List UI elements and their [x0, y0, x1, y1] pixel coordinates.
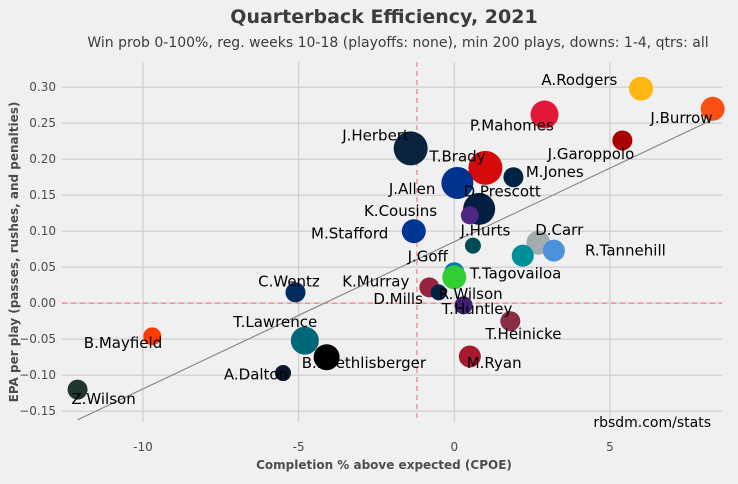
point-label: M.Ryan [467, 354, 522, 372]
point-label: R.Tannehill [585, 242, 666, 260]
data-point-k-cousins [460, 206, 479, 225]
point-label: J.Hurts [459, 222, 510, 240]
point-label: M.Jones [526, 163, 584, 181]
point-label: B.Mayfield [84, 334, 162, 352]
chart-subtitle: Win prob 0-100%, reg. weeks 10-18 (playo… [87, 35, 708, 51]
y-tick-label: 0.20 [29, 152, 56, 166]
y-tick-label: 0.10 [29, 224, 56, 238]
data-point-z-wilson [67, 379, 88, 400]
data-point-j-herbert [393, 131, 428, 166]
data-point-d-mills [454, 296, 473, 315]
chart-title: Quarterback Efficiency, 2021 [230, 6, 537, 28]
data-point-c-wentz [285, 282, 306, 303]
point-label: J.Burrow [649, 109, 712, 127]
point-label: K.Murray [342, 273, 409, 291]
data-point-t-tagovailoa [511, 244, 534, 267]
x-tick-label: -10 [133, 440, 153, 454]
data-point-r-wilson [430, 284, 447, 301]
y-tick-label: 0.05 [29, 260, 56, 274]
point-label: J.Allen [388, 180, 436, 198]
y-tick-label: 0.15 [29, 188, 56, 202]
x-axis-label: Completion % above expected (CPOE) [256, 458, 512, 472]
point-label: R.Wilson [439, 285, 503, 303]
y-tick-label: −0.05 [19, 332, 56, 346]
point-label: J.Garoppolo [547, 145, 635, 163]
point-label: A.Dalton [224, 366, 288, 384]
data-point-a-dalton [275, 365, 292, 382]
point-label: T.Huntley [441, 300, 513, 318]
point-label: T.Tagovailoa [469, 265, 562, 283]
point-label: T.Heinicke [484, 325, 561, 343]
x-tick-label: 0 [450, 440, 458, 454]
y-tick-label: −0.10 [19, 368, 56, 382]
data-point-j-hurts [464, 237, 481, 254]
data-point-a-rodgers [629, 76, 654, 101]
point-label: M.Stafford [311, 224, 388, 242]
point-label: B.Roethlisberger [302, 354, 427, 372]
credit-label: rbsdm.com/stats [593, 415, 711, 431]
data-point-m-ryan [458, 345, 481, 368]
data-point-b-mayfield [143, 327, 162, 346]
point-label: J.Goff [407, 247, 449, 265]
point-labels: A.Rodgers J.Burrow P.Mahomes J.Garoppolo J.H… [71, 71, 712, 408]
data-points [67, 76, 725, 400]
data-point-j-burrow [700, 96, 725, 121]
point-label: Z.Wilson [71, 390, 135, 408]
point-label: A.Rodgers [541, 71, 617, 89]
data-point-m-stafford [401, 219, 426, 244]
point-label: C.Wentz [258, 273, 320, 291]
point-label: J.Herbert [341, 126, 409, 144]
data-point-m-jones [503, 167, 524, 188]
data-point-j-allen [441, 166, 474, 199]
point-label: D.Carr [535, 221, 584, 239]
point-label: K.Cousins [364, 202, 437, 220]
point-label: T.Brady [428, 147, 485, 165]
y-tick-label: 0.30 [29, 80, 56, 94]
y-tick-label: −0.15 [19, 404, 56, 418]
x-tick-label: 5 [606, 440, 614, 454]
axis-ticks: -10 -5 0 5 −0.15 −0.10 −0.05 0.00 0.05 0.10 0.15 0.… [19, 80, 614, 454]
data-point-t-lawrence [290, 326, 319, 355]
data-point-t-lawrence [442, 265, 467, 290]
data-point-p-mahomes [530, 100, 559, 129]
y-axis-label: EPA per play (passes, rushes, and penalt… [7, 102, 21, 403]
data-point-b-roethlisberger [313, 344, 340, 371]
x-tick-label: -5 [293, 440, 305, 454]
point-label: D.Prescott [464, 183, 541, 201]
point-label: P.Mahomes [470, 116, 554, 134]
regression-line [77, 119, 713, 421]
y-tick-label: 0.00 [29, 296, 56, 310]
data-point-r-tannehill [542, 239, 565, 262]
point-label: T.Lawrence [232, 313, 317, 331]
trend-line [77, 119, 713, 421]
data-point-t-huntley [500, 311, 521, 332]
point-label: D.Mills [373, 290, 423, 308]
y-tick-label: 0.25 [29, 116, 56, 130]
data-point-j-garoppolo [612, 130, 633, 151]
data-point-t-brady [468, 150, 503, 185]
